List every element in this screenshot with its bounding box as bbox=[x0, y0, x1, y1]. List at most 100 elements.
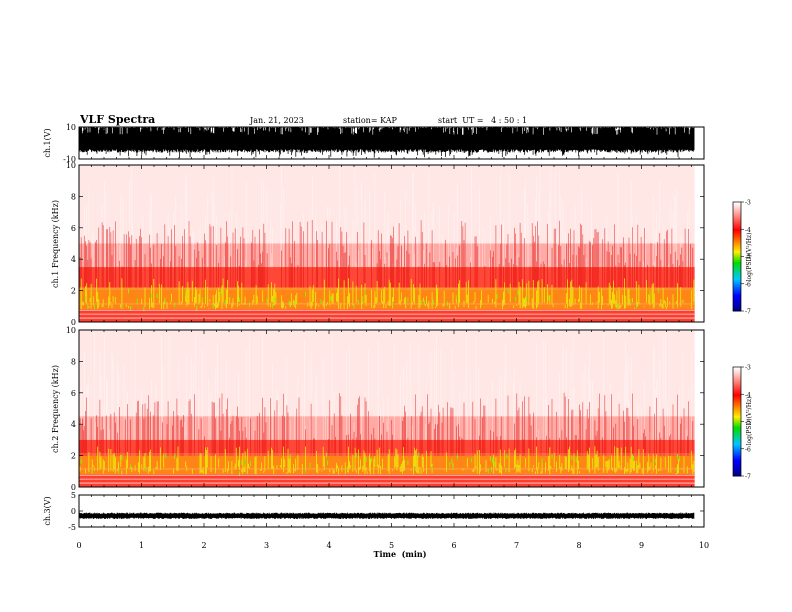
colorbar-cell bbox=[733, 300, 741, 303]
y-tick-label: 2 bbox=[71, 287, 76, 296]
colorbar-cell bbox=[733, 278, 741, 281]
colorbar-cell bbox=[733, 307, 741, 310]
colorbar-cell bbox=[733, 221, 741, 225]
colorbar-cell bbox=[733, 457, 741, 461]
colorbar-cell bbox=[733, 258, 741, 261]
colorbar-cell bbox=[733, 399, 741, 403]
colorbar-cell bbox=[733, 443, 741, 446]
colorbar-tick-label: -6 bbox=[745, 446, 751, 453]
colorbar-cell bbox=[733, 466, 741, 470]
colorbar-cell bbox=[733, 263, 741, 267]
colorbar-cell bbox=[733, 203, 741, 207]
colorbar-cell bbox=[733, 450, 741, 453]
figure-title: VLF Spectra bbox=[79, 113, 155, 126]
intense-emission-band bbox=[79, 455, 695, 475]
panel-frame bbox=[78, 494, 705, 528]
colorbar-cell bbox=[733, 368, 741, 372]
colorbar-cell bbox=[733, 305, 741, 308]
y-tick-label: 6 bbox=[71, 389, 76, 398]
station-label: station= KAP bbox=[343, 116, 398, 125]
colorbar-cell bbox=[733, 276, 741, 279]
colorbar-cell bbox=[733, 446, 741, 450]
colorbar-cell bbox=[733, 252, 741, 256]
colorbar-cell bbox=[733, 269, 741, 272]
colorbar-cell bbox=[733, 289, 741, 292]
time-axis: 0 1 2 3 4 5 6 7 8 9 10 bbox=[76, 541, 709, 550]
ch1-colorbar: -3 -4 -5 -6 -7 bbox=[732, 200, 751, 316]
colorbar-cell bbox=[733, 445, 741, 448]
x-tick-label: 1 bbox=[139, 541, 144, 550]
colorbar-cell bbox=[733, 240, 741, 243]
colorbar-cell bbox=[733, 410, 741, 413]
colorbar-cell bbox=[733, 367, 741, 370]
colorbar-cell bbox=[733, 294, 741, 297]
x-tick-label: 5 bbox=[389, 541, 394, 550]
colorbar-cell bbox=[733, 265, 741, 268]
colorbar-cell bbox=[733, 243, 741, 247]
ch1-spectrogram-ylabel: ch.1 Frequency (kHz) bbox=[51, 200, 60, 288]
colorbar-cell bbox=[733, 205, 741, 208]
ch2-colorbar-label: log(PSD)(V²/Hz) bbox=[746, 397, 753, 446]
colorbar-cell bbox=[733, 227, 741, 230]
colorbar-cell bbox=[733, 296, 741, 299]
colorbar-cell bbox=[733, 247, 741, 250]
x-tick-label: 10 bbox=[699, 541, 709, 550]
colorbar-cell bbox=[733, 468, 741, 472]
colorbar-cell bbox=[733, 234, 741, 238]
lowest-band bbox=[79, 309, 695, 322]
colorbar-cell bbox=[733, 292, 741, 296]
x-tick-label: 6 bbox=[451, 541, 456, 550]
colorbar-cell bbox=[733, 281, 741, 285]
colorbar-cell bbox=[733, 231, 741, 234]
colorbar-cell bbox=[733, 280, 741, 283]
colorbar-tick-label: -3 bbox=[745, 365, 751, 372]
colorbar-cell bbox=[733, 401, 741, 404]
ch1-waveform-trace bbox=[79, 127, 695, 158]
observation-date: Jan. 21, 2023 bbox=[249, 116, 304, 125]
colorbar-cell bbox=[733, 461, 741, 464]
y-tick-label: 4 bbox=[71, 255, 76, 264]
colorbar-cell bbox=[733, 211, 741, 214]
colorbar-tick-label: -7 bbox=[745, 474, 751, 481]
colorbar-cell bbox=[733, 386, 741, 390]
colorbar-cell bbox=[733, 459, 741, 462]
colorbar-cell bbox=[733, 414, 741, 417]
colorbar-cell bbox=[733, 396, 741, 399]
colorbar-tick-label: -5 bbox=[745, 254, 751, 261]
colorbar-cell bbox=[733, 379, 741, 383]
x-tick-label: 3 bbox=[264, 541, 269, 550]
colorbar-tick-label: -5 bbox=[745, 419, 751, 426]
colorbar-cell bbox=[733, 207, 741, 210]
colorbar-cell bbox=[733, 390, 741, 393]
ch3-waveform-trace bbox=[79, 512, 695, 519]
ch2-colorbar: -3 -4 -5 -6 -7 bbox=[732, 365, 751, 481]
y-tick-label: 6 bbox=[71, 224, 76, 233]
colorbar-cell bbox=[733, 301, 741, 305]
colorbar-cell bbox=[733, 287, 741, 290]
colorbar-cell bbox=[733, 267, 741, 270]
y-tick-label: 8 bbox=[71, 192, 76, 201]
y-tick-label: -5 bbox=[68, 523, 76, 532]
colorbar-cell bbox=[733, 381, 741, 384]
spectral-streaks bbox=[79, 392, 694, 456]
colorbar-tick-label: -4 bbox=[745, 392, 751, 399]
colorbar-cell bbox=[733, 303, 741, 307]
colorbar-cell bbox=[733, 419, 741, 422]
colorbar-cell bbox=[733, 261, 741, 265]
ch3-waveform-panel: 5 0 -5 bbox=[68, 491, 705, 532]
colorbar-cell bbox=[733, 202, 741, 205]
colorbar-tick-label: -4 bbox=[745, 227, 751, 234]
colorbar-cell bbox=[733, 216, 741, 219]
colorbar-cell bbox=[733, 298, 741, 301]
ch2-spectrogram-ylabel: ch.2 Frequency (kHz) bbox=[51, 365, 60, 453]
colorbar-cell bbox=[733, 241, 741, 245]
colorbar-cell bbox=[733, 225, 741, 228]
ch1-waveform-ylabel: ch.1(V) bbox=[43, 128, 52, 157]
intense-streaks bbox=[80, 278, 695, 310]
colorbar-cell bbox=[733, 376, 741, 379]
y-tick-label: 5 bbox=[71, 491, 76, 500]
colorbar-cell bbox=[733, 465, 741, 468]
colorbar-cell bbox=[733, 383, 741, 386]
colorbar-cell bbox=[733, 212, 741, 216]
